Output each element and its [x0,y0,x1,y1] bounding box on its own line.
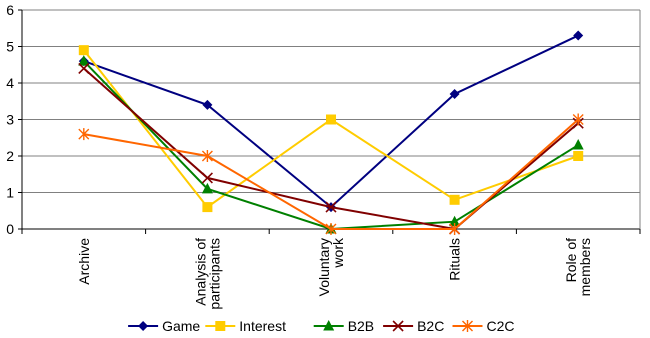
data-point-interest [449,194,460,205]
data-point-interest [202,202,213,213]
series [78,30,584,235]
data-point-c2c [201,150,213,162]
data-point-b2b [201,182,213,194]
y-tick-label: 3 [6,112,14,128]
data-point-interest [573,151,584,161]
legend-item-c2c: C2C [452,318,515,334]
y-tick-label: 0 [6,221,14,237]
x-tick-label: Role ofmembers [563,238,593,296]
x-tick-label-line: members [577,238,593,296]
x-tick-label-line: Rituals [447,238,463,281]
y-tick-label: 2 [6,148,14,164]
x-tick-labels: Archive Analysis ofparticipants Voluntaryw… [76,237,593,310]
legend-item-b2c: B2C [383,318,444,334]
y-tick-label: 5 [6,39,14,55]
data-point-interest [78,45,89,56]
x-tick-label: Voluntarywork [316,237,346,296]
data-point-b2c [201,172,213,184]
legend-label: B2B [348,318,374,334]
x-tick-label-line: participants [206,238,222,310]
data-point-game [573,30,584,41]
data-point-b2b [449,215,461,227]
x-tick-label-line: work [330,237,346,269]
data-point-b2b [572,139,584,150]
legend-marker [323,320,335,331]
legend-marker [392,320,404,332]
y-tick-label: 6 [6,2,14,18]
data-point-b2b [78,55,90,66]
legend-label: B2C [417,318,444,334]
data-point-c2c [78,128,90,141]
x-tick-label: Rituals [447,238,463,281]
data-point-c2c [325,223,337,235]
series-c2c [78,113,584,235]
data-point-b2c [78,62,90,74]
legend-label: C2C [487,318,515,334]
legend-item-b2b: B2B [313,318,374,334]
y-tick-label: 4 [6,75,14,91]
x-tick-label: Analysis ofparticipants [192,238,222,310]
legend-label: Game [162,318,200,334]
data-point-c2c [449,223,461,235]
legend-marker [462,320,473,332]
legend-item-game: Game [128,318,200,334]
data-point-game [202,99,213,110]
y-tick-labels: 0 1 2 3 4 5 6 [6,2,14,237]
x-tick-label-line: Role of [563,238,579,282]
legend-marker [215,321,226,331]
data-point-interest [326,114,336,125]
data-point-b2c [325,201,337,213]
data-point-game [449,88,460,99]
legend: Game Interest B2B B2C C2C [128,318,515,334]
series-line-c2c [83,118,579,230]
y-tick-label: 1 [6,185,14,201]
legend-marker [138,321,149,331]
x-tick-label-line: Archive [76,238,92,285]
series-line-interest [83,49,579,209]
legend-item-interest: Interest [205,318,286,334]
legend-label: Interest [239,318,286,334]
series-interest [78,45,584,213]
x-tick-label-line: Analysis of [192,238,208,306]
x-tick-label: Archive [76,238,92,285]
data-point-c2c [572,113,584,126]
x-tick-label-line: Voluntary [316,238,332,296]
